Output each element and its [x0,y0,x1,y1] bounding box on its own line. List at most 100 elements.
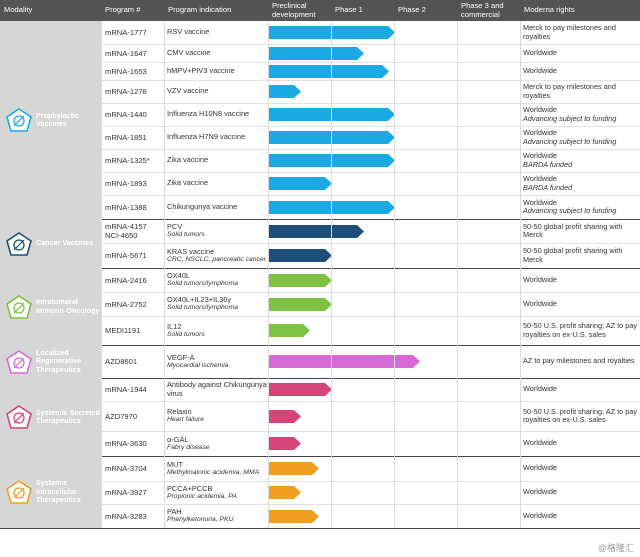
program-number: mRNA-1653 [105,66,147,76]
indication-text: Zika vaccine [167,178,209,188]
program-indication: CMV vaccine [167,47,267,57]
program-number: mRNA-1944 [105,385,147,394]
rights-text: Worldwide [523,488,639,496]
indication-text: CMV vaccine [167,47,211,57]
indication-subtext: Propionic acidemia, PA [167,492,237,500]
indication-text: α-GAL [167,434,189,444]
stage-arrow [269,383,332,396]
intratumoral-icon [6,294,32,319]
indication-subtext: Heart failure [167,416,205,424]
stage-arrow [269,108,395,121]
rights-text: Worldwide Advancing subject to funding [523,129,639,146]
indication-subtext: Fabry disease [167,443,210,451]
column-divider [268,21,269,528]
indication-text: Chikungunya vaccine [167,201,238,211]
stage-bar [269,324,310,337]
rights-main: Worldwide [523,487,557,497]
stage-bar [269,154,395,167]
program-number: mRNA-1851 [105,133,147,142]
program-indication: VEGF-A Myocardial ischemia [167,353,267,370]
stage-arrow [269,249,332,262]
rights-subtext: BARDA funded [523,159,573,169]
stage-arrow [269,200,395,214]
rights-text: Merck to pay milestones and royalties [523,83,639,100]
rights-subtext: Advancing subject to funding [523,206,617,215]
rights-main: Worldwide [523,384,557,394]
stage-bar [269,131,395,144]
rights-subtext: BARDA funded [523,182,573,192]
program-indication: Zika vaccine [167,156,267,164]
header-rights: Moderna rights [520,0,640,21]
rights-subtext: Advancing subject to funding [523,113,617,123]
program-number: mRNA-2416 [105,275,147,285]
stage-arrow [269,273,332,287]
stage-arrow [269,85,301,98]
row-divider [101,504,640,505]
row-divider [101,126,640,127]
program-number: mRNA-5671 [105,251,147,260]
indication-text: hMPV+PIV3 vaccine [167,65,235,75]
rights-main: Worldwide [523,510,557,520]
rights-text: Worldwide [523,385,639,393]
rights-main: Worldwide [523,151,557,161]
program-number: mRNA-1325* [105,156,150,165]
column-divider [331,21,332,528]
stage-bar [269,26,395,39]
rights-text: Merck to pay milestones and royalties [523,24,639,41]
rights-text: Worldwide [523,275,639,284]
program-number: mRNA-3927 [105,488,147,497]
stage-bar [269,108,395,121]
program-indication: RSV vaccine [167,28,267,36]
row-divider [101,243,640,244]
program-indication: KRAS vaccine CRC, NSCLC, pancreatic cance… [167,247,267,264]
stage-bar [269,177,332,190]
program-number: mRNA-3283 [105,511,147,521]
stage-bar [269,409,301,423]
stage-bar [269,509,319,523]
stage-bar [269,64,389,78]
rights-text: Worldwide [523,464,639,472]
program-indication: PCCA+PCCB Propionic acidemia, PA [167,484,267,501]
program-indication: Zika vaccine [167,179,267,187]
stage-arrow [269,355,420,368]
stage-arrow [269,297,332,311]
column-divider [457,21,458,528]
stage-arrow [269,486,301,499]
header-modality: Modality [0,0,101,21]
rights-text: Worldwide [523,299,639,308]
rights-main: Worldwide [523,174,557,184]
program-number: AZD8601 [105,357,138,366]
program-indication: Influenza H7N9 vaccine [167,133,267,141]
group-divider [0,456,640,457]
modality-label-regenerative: Localized Regenerative Therapeutics [36,347,82,374]
stage-arrow [269,509,319,523]
program-number: mRNA-1440 [105,110,147,119]
program-number: mRNA-2752 [105,299,147,309]
stage-arrow [269,46,364,60]
program-indication: IL12 Solid tumors [167,322,267,339]
header-phase2: Phase 2 [394,0,457,21]
row-divider [101,195,640,196]
program-number: mRNA-1777 [105,28,147,37]
indication-text: Influenza H7N9 vaccine [167,132,246,142]
stage-arrow [269,64,389,78]
stage-bar [269,224,364,238]
rights-text: Worldwide [523,510,639,520]
row-divider [101,149,640,150]
indication-subtext: Myocardial ischemia [167,361,229,369]
row-divider [101,62,640,63]
stage-arrow [269,131,395,144]
program-indication: Antibody against Chikungunya virus [167,381,267,398]
indication-subtext: Solid tumors/lymphoma [167,304,239,312]
stage-bar [269,462,319,475]
program-indication: PCV Solid tumors [167,222,267,239]
intracellular-icon [6,480,32,504]
modality-label-intratumoral: Intratumoral Immuno-Oncology [36,297,100,315]
column-divider [520,21,521,528]
header-preclinical: Preclinical development [268,0,331,21]
program-indication: PAH Phenylketonuria, PKU [167,507,267,524]
stage-bar [269,486,301,499]
indication-subtext: CRC, NSCLC, pancreatic cancer [167,255,266,263]
program-number: MEDI1191 [105,326,141,335]
